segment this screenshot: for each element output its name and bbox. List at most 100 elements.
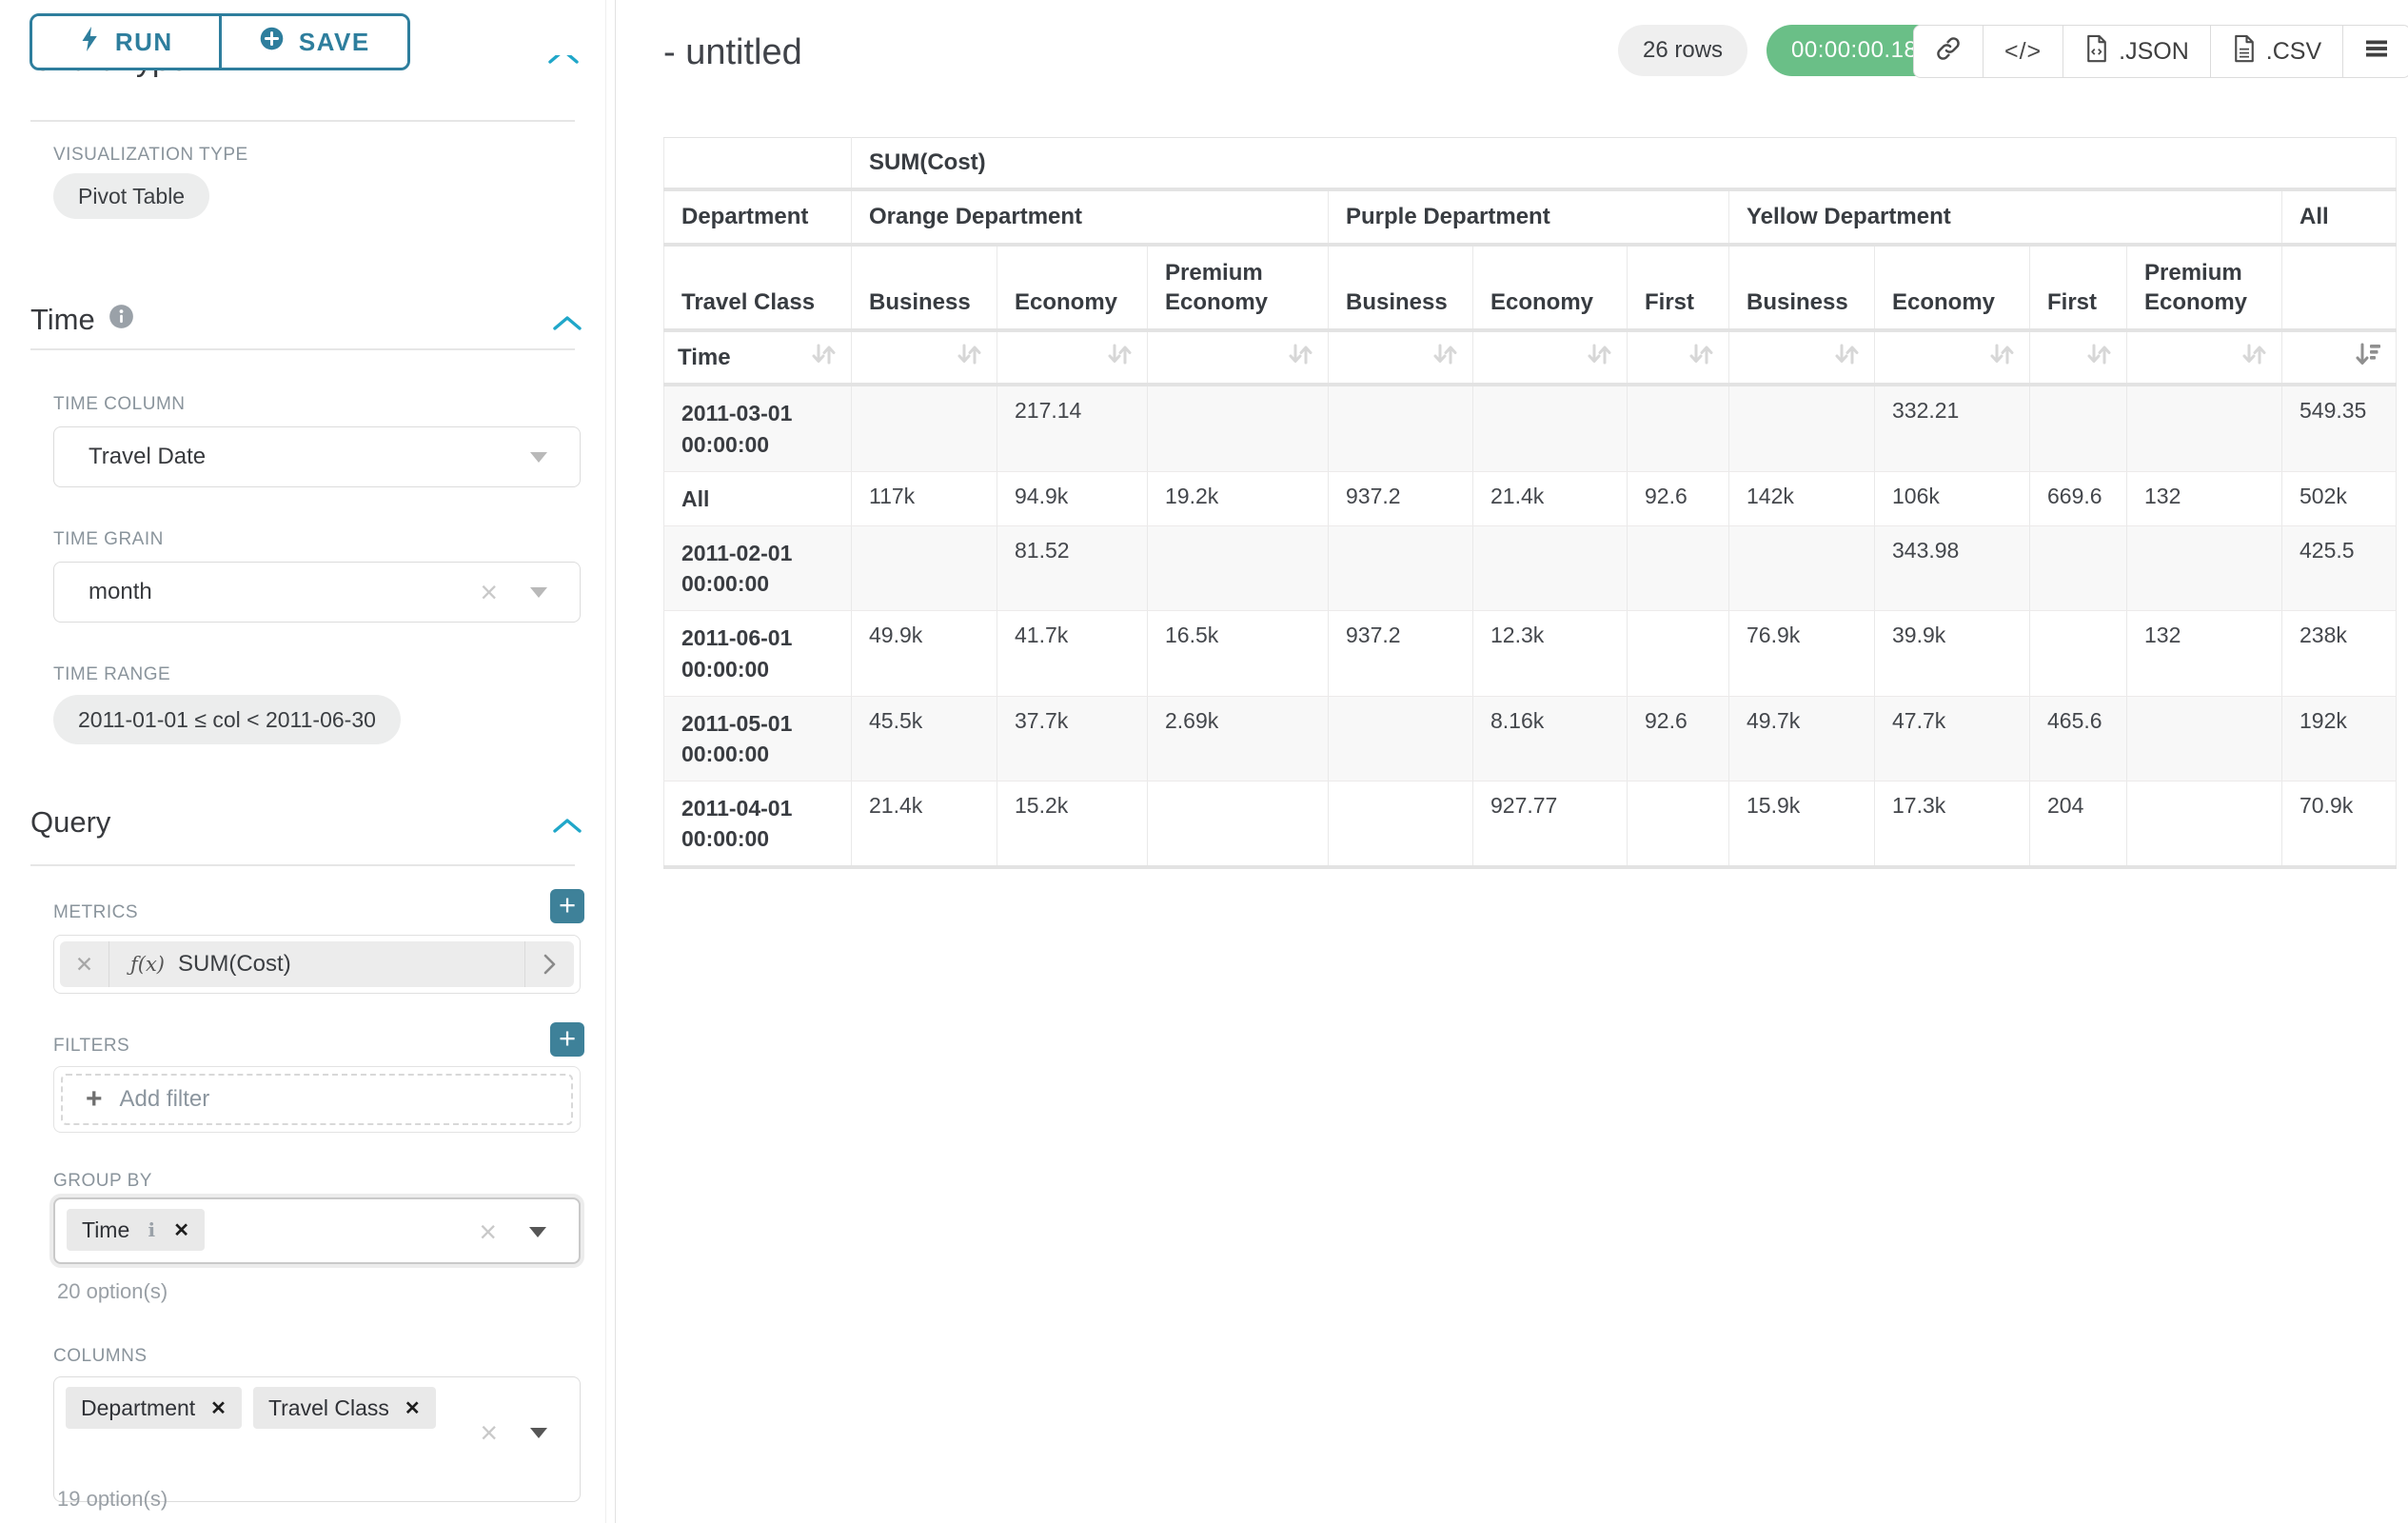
sort-header[interactable] xyxy=(851,329,997,387)
clear-icon[interactable]: × xyxy=(479,1215,497,1249)
chart-title[interactable]: - untitled xyxy=(663,32,802,72)
pivot-cell: 70.9k xyxy=(2280,781,2398,870)
query-section-title: Query xyxy=(30,805,111,839)
pivot-column-header: Economy xyxy=(997,244,1148,333)
sort-header[interactable] xyxy=(1728,329,1875,387)
pivot-cell xyxy=(1728,525,1875,612)
sort-icon[interactable] xyxy=(955,340,983,375)
selected-tag[interactable]: Travel Class ✕ xyxy=(252,1387,436,1429)
pivot-column-group-header: Purple Department xyxy=(1328,188,1729,247)
row-count-badge: 26 rows xyxy=(1618,25,1748,76)
share-link-button[interactable] xyxy=(1914,26,1983,77)
visualization-type-value[interactable]: Pivot Table xyxy=(53,173,210,219)
export-csv-button[interactable]: .CSV xyxy=(2209,26,2342,77)
pivot-row-label: 2011-03-01 00:00:00 xyxy=(663,385,852,472)
visualization-type-label: VISUALIZATION TYPE xyxy=(53,145,248,165)
pivot-cell: 2.69k xyxy=(1147,696,1329,782)
pivot-row-label: 2011-02-01 00:00:00 xyxy=(663,525,852,612)
pivot-column-header: Premium Economy xyxy=(2126,244,2282,333)
query-collapse-icon[interactable] xyxy=(550,815,584,836)
sort-header[interactable] xyxy=(1627,329,1729,387)
chart-type-collapse-icon[interactable] xyxy=(544,55,586,70)
sort-header[interactable] xyxy=(1147,329,1329,387)
tag-label: Department xyxy=(81,1394,196,1420)
time-range-value[interactable]: 2011-01-01 ≤ col < 2011-06-30 xyxy=(53,695,401,744)
sort-header[interactable] xyxy=(2126,329,2282,387)
columns-select[interactable]: Department ✕ Travel Class ✕ × xyxy=(53,1376,581,1502)
time-grain-select[interactable]: month × xyxy=(53,562,581,623)
menu-button[interactable] xyxy=(2342,26,2408,77)
metric-value: SUM(Cost) xyxy=(178,951,291,977)
pivot-cell: 15.9k xyxy=(1728,781,1875,870)
export-json-button[interactable]: .JSON xyxy=(2063,26,2210,77)
sort-header[interactable] xyxy=(997,329,1148,387)
selected-tag[interactable]: Time i ✕ xyxy=(67,1209,206,1251)
pivot-column-header: Business xyxy=(1328,244,1473,333)
sort-header[interactable] xyxy=(1472,329,1628,387)
plus-circle-icon xyxy=(259,26,285,58)
clear-icon[interactable]: × xyxy=(480,575,498,609)
sort-icon[interactable] xyxy=(1286,340,1314,375)
sort-icon[interactable] xyxy=(809,340,838,375)
run-button[interactable]: RUN xyxy=(32,16,219,68)
remove-tag-icon[interactable]: ✕ xyxy=(404,1397,421,1419)
sort-icon[interactable] xyxy=(1987,340,2016,375)
pivot-cell xyxy=(1328,696,1473,782)
sort-header[interactable] xyxy=(2029,329,2127,387)
selected-tag[interactable]: Department ✕ xyxy=(66,1387,242,1429)
add-metric-button[interactable]: + xyxy=(550,889,584,923)
pivot-cell xyxy=(1627,525,1729,612)
hamburger-menu-icon xyxy=(2364,36,2389,68)
metric-item[interactable]: ✕ ƒ(x) SUM(Cost) xyxy=(60,941,574,987)
pivot-cell xyxy=(2126,385,2282,472)
sort-row-label: Time xyxy=(678,344,731,370)
view-query-button[interactable]: </> xyxy=(1983,26,2063,77)
remove-tag-icon[interactable]: ✕ xyxy=(173,1219,190,1241)
chevron-down-icon[interactable] xyxy=(530,1427,547,1438)
pivot-cell: 49.9k xyxy=(851,610,997,697)
pivot-cell: 106k xyxy=(1874,471,2030,526)
pivot-cell: 425.5 xyxy=(2280,525,2398,612)
sort-icon[interactable] xyxy=(1431,340,1459,375)
info-icon xyxy=(109,303,134,337)
chevron-down-icon[interactable] xyxy=(530,451,547,463)
pivot-row-label: 2011-04-01 00:00:00 xyxy=(663,781,852,870)
pivot-cell: 238k xyxy=(2280,610,2398,697)
save-button-label: SAVE xyxy=(298,27,370,56)
chevron-right-icon[interactable] xyxy=(524,941,574,987)
sort-header[interactable] xyxy=(1328,329,1473,387)
clear-icon[interactable]: × xyxy=(480,1415,498,1450)
add-filter-plus-button[interactable]: + xyxy=(550,1022,584,1057)
pivot-cell xyxy=(1147,781,1329,870)
add-filter-button[interactable]: + Add filter xyxy=(61,1074,573,1125)
pivot-cell xyxy=(1627,781,1729,870)
time-collapse-icon[interactable] xyxy=(550,312,584,333)
save-button[interactable]: SAVE xyxy=(218,16,407,68)
remove-metric-icon[interactable]: ✕ xyxy=(60,941,109,987)
remove-tag-icon[interactable]: ✕ xyxy=(210,1397,227,1419)
query-section-header[interactable]: Query xyxy=(30,805,110,840)
pivot-cell: 15.2k xyxy=(997,781,1148,870)
sort-header-time[interactable]: Time xyxy=(663,329,852,387)
sort-descending-icon[interactable] xyxy=(2354,340,2382,375)
sort-header-active-desc[interactable] xyxy=(2280,329,2398,387)
time-column-value: Travel Date xyxy=(89,444,207,469)
panel-scrollbar[interactable] xyxy=(605,0,606,1523)
sort-icon[interactable] xyxy=(2084,340,2113,375)
time-section-header[interactable]: Time xyxy=(30,303,134,337)
pivot-cell xyxy=(2126,696,2282,782)
sort-icon[interactable] xyxy=(1105,340,1134,375)
sort-icon[interactable] xyxy=(1832,340,1861,375)
sort-icon[interactable] xyxy=(2240,340,2268,375)
lightning-icon xyxy=(78,26,101,59)
chevron-down-icon[interactable] xyxy=(530,586,547,598)
pivot-column-header: Business xyxy=(851,244,997,333)
time-column-select[interactable]: Travel Date xyxy=(53,426,581,487)
chevron-down-icon[interactable] xyxy=(529,1226,546,1237)
sort-icon[interactable] xyxy=(1585,340,1613,375)
export-csv-label: .CSV xyxy=(2265,37,2322,65)
sort-header[interactable] xyxy=(1874,329,2030,387)
group-by-select[interactable]: Time i ✕ × xyxy=(53,1197,581,1264)
sort-icon[interactable] xyxy=(1687,340,1715,375)
pivot-cell xyxy=(1627,385,1729,472)
